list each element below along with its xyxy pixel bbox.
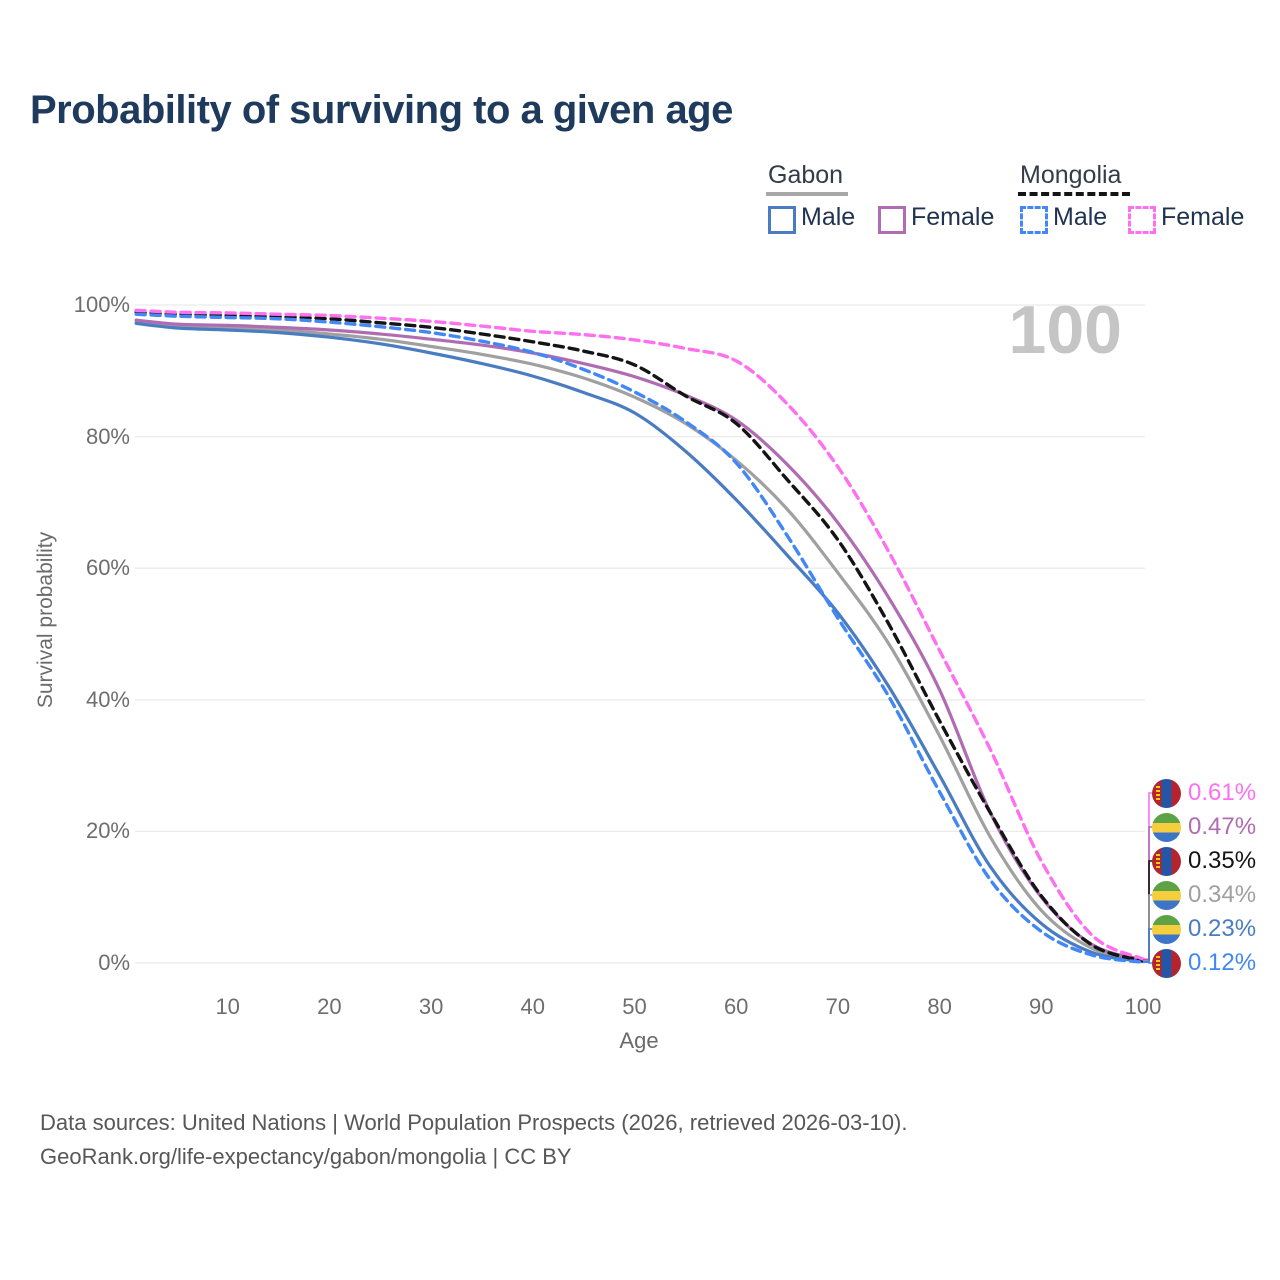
x-tick-90: 90 [1029,994,1054,1019]
legend-swatch-mongolia-female[interactable] [1128,206,1156,234]
curve-gabon-total[interactable] [134,320,1145,963]
legend-gabon-line-sample [766,192,848,196]
legend-group-gabon-title[interactable]: Gabon [768,161,844,189]
x-tick-100: 100 [1124,994,1162,1019]
hovered-age-watermark: 100 [1008,292,1122,368]
gabon-flag-icon [1152,915,1181,944]
end-label-gabon-female: 0.47% [1188,813,1257,840]
data-sources-footer: Data sources: United Nations | World Pop… [40,1106,907,1174]
x-tick-80: 80 [927,994,952,1019]
survival-curve-chart[interactable] [120,290,1270,990]
legend-label-gabon-female[interactable]: Female [911,203,995,231]
legend-label-mongolia-male[interactable]: Male [1053,203,1108,231]
curve-mongolia-female[interactable] [134,308,1145,961]
y-tick-0: 0% [98,950,130,975]
x-tick-10: 10 [215,994,240,1019]
end-label-gabon-male: 0.23% [1188,915,1257,942]
mongolia-flag-icon [1152,779,1181,808]
y-tick-60: 60% [85,555,130,581]
legend-swatch-mongolia-male[interactable] [1020,206,1048,234]
x-tick-20: 20 [317,994,342,1019]
x-tick-30: 30 [418,994,444,1019]
soyombo-symbol [1156,786,1160,801]
page-title: Probability of surviving to a given age [30,88,733,132]
y-tick-100: 100% [73,292,130,317]
footer-line-1: Data sources: United Nations | World Pop… [40,1110,908,1135]
x-tick-70: 70 [825,994,851,1019]
legend-label-mongolia-female[interactable]: Female [1161,203,1245,231]
y-tick-80: 80% [85,423,130,449]
legend-swatch-gabon-male[interactable] [768,206,796,234]
y-tick-40: 40% [85,686,130,712]
curve-gabon-male[interactable] [134,321,1145,964]
y-tick-20: 20% [85,818,130,844]
end-label-mongolia-male: 0.12% [1188,949,1257,976]
curve-mongolia-male[interactable] [134,312,1145,964]
legend-label-gabon-male[interactable]: Male [801,203,856,231]
soyombo-symbol [1156,854,1160,869]
legend-group-mongolia-title[interactable]: Mongolia [1020,161,1122,189]
soyombo-symbol [1156,956,1160,971]
mongolia-flag-icon [1152,949,1181,978]
curve-mongolia-total[interactable] [134,310,1145,963]
legend-mongolia-line-sample [1018,192,1130,196]
footer-line-2: GeoRank.org/life-expectancy/gabon/mongol… [40,1144,572,1170]
end-label-mongolia-total: 0.35% [1188,847,1257,874]
gabon-flag-icon [1152,813,1181,842]
end-label-gabon-total: 0.34% [1188,881,1257,908]
end-label-mongolia-female: 0.61% [1188,779,1257,806]
legend-swatch-gabon-female[interactable] [878,206,906,234]
x-axis-title: Age [619,1028,659,1053]
x-tick-40: 40 [520,994,546,1019]
x-tick-50: 50 [622,994,647,1019]
mongolia-flag-icon [1152,847,1181,876]
gabon-flag-icon [1152,881,1181,910]
x-tick-60: 60 [723,994,749,1019]
